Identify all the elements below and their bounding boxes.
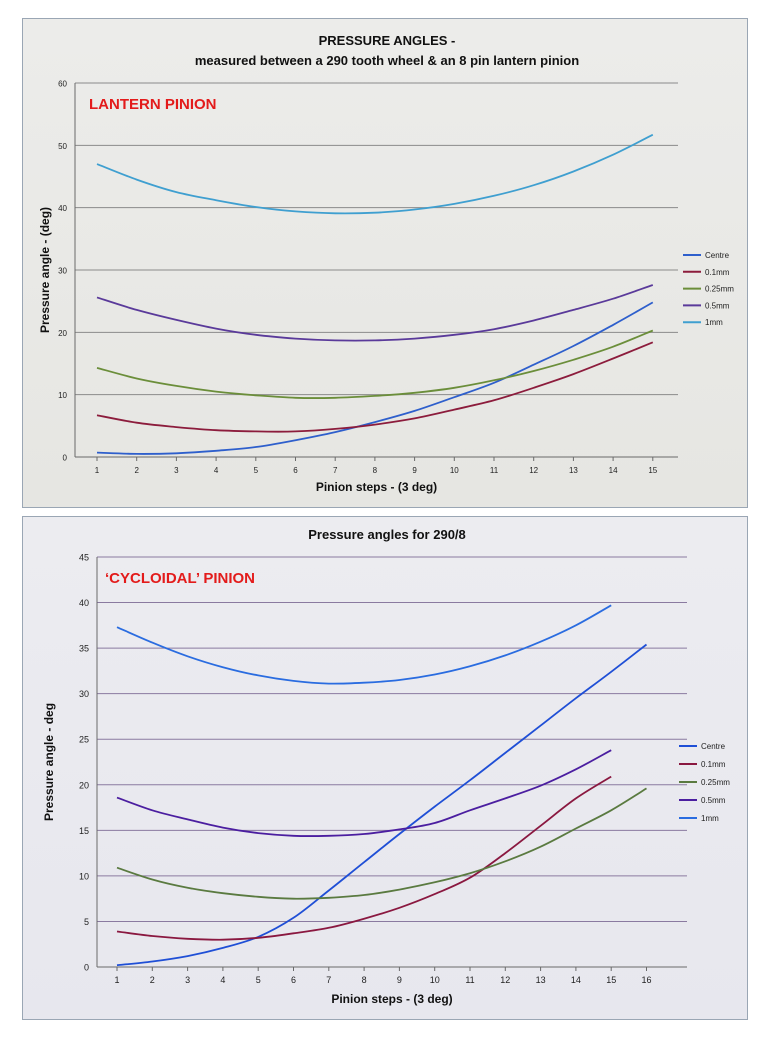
x-tick-label: 7 xyxy=(333,466,338,475)
x-tick-label: 14 xyxy=(609,466,618,475)
y-tick-label: 20 xyxy=(58,329,67,338)
y-tick-label: 40 xyxy=(58,204,67,213)
x-tick-label: 15 xyxy=(648,466,657,475)
x-tick-label: 9 xyxy=(397,975,402,985)
y-axis-label: Pressure angle - deg xyxy=(42,703,56,821)
x-tick-label: 5 xyxy=(256,975,261,985)
x-axis-label: Pinion steps - (3 deg) xyxy=(331,992,452,1006)
y-tick-label: 5 xyxy=(84,917,89,927)
lantern-pinion-chart-panel: 0 10 20 30 40 50 60 1 2 3 4 5 6 7 8 9 10 11 12 13 14 15 PRESSU… xyxy=(22,18,748,508)
series-line-0-25mm xyxy=(116,787,647,900)
series-line-0-25mm xyxy=(96,329,654,399)
x-tick-label: 5 xyxy=(254,466,259,475)
y-tick-label: 25 xyxy=(79,735,89,745)
legend-label: 1mm xyxy=(701,814,719,823)
x-tick-label: 1 xyxy=(114,975,119,985)
x-tick-label: 7 xyxy=(326,975,331,985)
y-tick-label: 30 xyxy=(79,689,89,699)
x-tick-label: 6 xyxy=(293,466,298,475)
x-tick-label: 2 xyxy=(134,466,139,475)
x-tick-label: 3 xyxy=(174,466,179,475)
x-tick-label: 8 xyxy=(373,466,378,475)
y-tick-label: 20 xyxy=(79,780,89,790)
legend-label: 0.25mm xyxy=(701,778,730,787)
y-tick-label: 10 xyxy=(79,871,89,881)
series-line-0-1mm xyxy=(96,341,654,433)
x-tick-label: 15 xyxy=(606,975,616,985)
legend-label: Centre xyxy=(705,251,730,260)
legend-label: 0.1mm xyxy=(701,760,726,769)
x-tick-label: 2 xyxy=(150,975,155,985)
y-axis-label: Pressure angle - (deg) xyxy=(38,207,52,333)
x-tick-label: 8 xyxy=(362,975,367,985)
x-tick-label: 9 xyxy=(412,466,417,475)
y-tick-label: 50 xyxy=(58,142,67,151)
x-axis-label: Pinion steps - (3 deg) xyxy=(316,480,437,494)
chart-title-line1: PRESSURE ANGLES - xyxy=(319,33,456,48)
x-tick-label: 13 xyxy=(536,975,546,985)
x-tick-label: 12 xyxy=(500,975,510,985)
y-tick-label: 60 xyxy=(58,80,67,89)
x-tick-label: 12 xyxy=(529,466,538,475)
series-line-0-1mm xyxy=(116,775,612,941)
series-line-Centre xyxy=(96,301,654,455)
chart-title-line2: measured between a 290 tooth wheel & an … xyxy=(195,53,579,68)
cycloidal-pinion-chart-panel: 0 5 10 15 20 25 30 35 40 45 1 2 3 4 5 6 7 8 9 10 11 12 13 14 15 1… xyxy=(22,516,748,1020)
y-tick-label: 0 xyxy=(63,454,68,463)
chart-annotation: LANTERN PINION xyxy=(89,96,217,113)
legend-label: 1mm xyxy=(705,318,723,327)
legend-label: 0.5mm xyxy=(701,796,726,805)
y-tick-label: 15 xyxy=(79,826,89,836)
series-line-1mm xyxy=(116,604,612,685)
y-tick-label: 0 xyxy=(84,963,89,973)
x-tick-label: 10 xyxy=(430,975,440,985)
y-tick-label: 35 xyxy=(79,644,89,654)
x-tick-label: 6 xyxy=(291,975,296,985)
y-tick-label: 30 xyxy=(58,267,67,276)
legend-label: Centre xyxy=(701,742,726,751)
series-line-Centre xyxy=(116,643,648,967)
y-tick-label: 10 xyxy=(58,391,67,400)
series-line-0-5mm xyxy=(96,284,654,342)
legend-label: 0.5mm xyxy=(705,301,730,310)
x-tick-label: 16 xyxy=(641,975,651,985)
series-line-1mm xyxy=(96,133,654,215)
x-tick-label: 11 xyxy=(490,466,499,475)
y-tick-label: 40 xyxy=(79,598,89,608)
x-tick-label: 3 xyxy=(185,975,190,985)
x-tick-label: 10 xyxy=(450,466,459,475)
legend-label: 0.1mm xyxy=(705,268,730,277)
y-tick-label: 45 xyxy=(79,553,89,563)
legend-label: 0.25mm xyxy=(705,285,734,294)
chart-title: Pressure angles for 290/8 xyxy=(308,527,466,542)
series-line-0-5mm xyxy=(116,749,612,837)
x-tick-label: 13 xyxy=(569,466,578,475)
chart-annotation: ‘CYCLOIDAL’ PINION xyxy=(105,570,255,587)
x-tick-label: 4 xyxy=(220,975,225,985)
x-tick-label: 1 xyxy=(95,466,100,475)
x-tick-label: 4 xyxy=(214,466,219,475)
x-tick-label: 14 xyxy=(571,975,581,985)
x-tick-label: 11 xyxy=(465,975,474,985)
